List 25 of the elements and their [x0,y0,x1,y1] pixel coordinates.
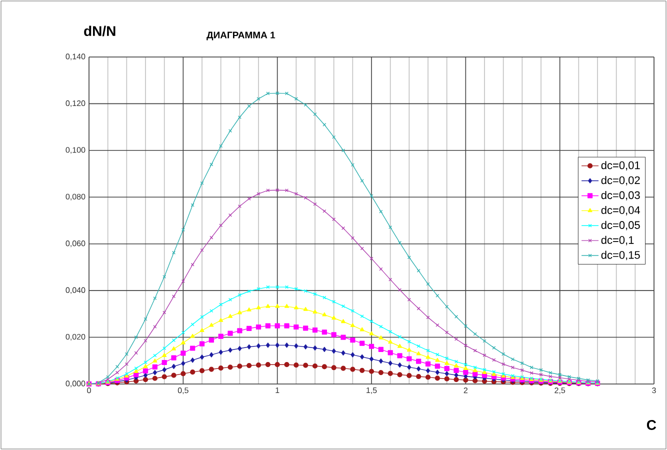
legend-label: dc=0,1 [601,236,634,246]
legend-label: dc=0,01 [601,161,640,170]
x-tick-label: 0 [87,387,91,394]
x-tick-label: 1 [276,388,280,394]
y-tick-label: 0,120 [66,100,86,108]
y-tick-label: 0,000 [66,380,86,388]
x-tick-label: 2 [464,387,468,394]
legend-label: dc=0,15 [601,250,640,260]
legend-label: dc=0,02 [601,176,640,186]
y-tick-label: 0,060 [66,240,86,248]
x-axis-title: C [646,420,656,430]
legend-label: dc=0,04 [601,206,640,216]
y-tick-label: 0,140 [66,54,86,60]
legend-label: dc=0,05 [601,220,640,230]
y-tick-label: 0,080 [66,194,86,200]
x-tick-label: 1,5 [366,388,377,394]
y-axis-title: dN/N [84,26,116,36]
y-tick-label: 0,100 [66,147,86,154]
legend-label: dc=0,03 [601,190,640,200]
x-tick-label: 0,5 [178,387,188,394]
x-tick-label: 3 [652,387,656,394]
chart-title: ДИАГРАММА 1 [206,32,276,40]
x-tick-label: 2,5 [554,387,566,394]
y-tick-label: 0,020 [66,334,86,341]
y-tick-label: 0,040 [66,287,86,294]
